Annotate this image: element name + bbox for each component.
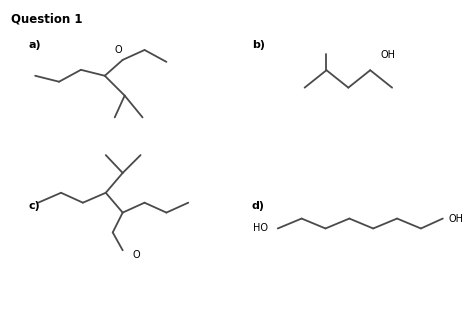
Text: b): b) bbox=[252, 40, 265, 50]
Text: O: O bbox=[115, 45, 122, 55]
Text: Question 1: Question 1 bbox=[11, 12, 83, 25]
Text: a): a) bbox=[28, 40, 41, 50]
Text: OH: OH bbox=[380, 50, 395, 60]
Text: HO: HO bbox=[253, 223, 268, 233]
Text: d): d) bbox=[252, 201, 265, 211]
Text: O: O bbox=[133, 250, 140, 260]
Text: OH: OH bbox=[449, 213, 464, 223]
Text: c): c) bbox=[28, 201, 40, 211]
